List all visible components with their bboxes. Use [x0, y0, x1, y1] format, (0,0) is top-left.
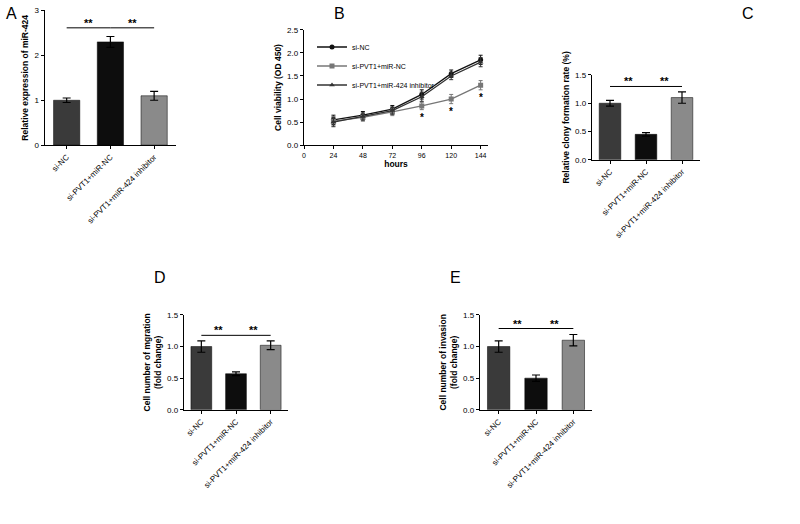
svg-text:si-PVT1+miR-NC: si-PVT1+miR-NC: [352, 63, 406, 70]
svg-text:*: *: [479, 92, 483, 103]
svg-text:D: D: [154, 269, 166, 286]
svg-text:*: *: [420, 112, 424, 123]
svg-text:1: 1: [35, 96, 40, 105]
svg-text:si-PVT1+miR-NC: si-PVT1+miR-NC: [490, 417, 540, 467]
svg-text:Relative expression of miR-424: Relative expression of miR-424: [20, 15, 30, 141]
svg-text:si-PVT1+miR-424 inhibitor: si-PVT1+miR-424 inhibitor: [202, 417, 275, 490]
svg-text:Cell number of invasion(fold c: Cell number of invasion(fold change): [438, 314, 459, 410]
svg-text:si-PVT1+miR-424 inhibitor: si-PVT1+miR-424 inhibitor: [352, 82, 435, 89]
svg-text:1.0: 1.0: [167, 342, 179, 351]
svg-text:24: 24: [330, 152, 338, 159]
svg-text:0.5: 0.5: [575, 127, 587, 136]
svg-text:**: **: [84, 17, 93, 29]
svg-text:120: 120: [445, 152, 457, 159]
svg-text:3: 3: [35, 6, 40, 15]
svg-text:48: 48: [359, 152, 367, 159]
svg-text:si-PVT1+miR-424 inhibitor: si-PVT1+miR-424 inhibitor: [505, 417, 578, 490]
svg-text:0.5: 0.5: [287, 118, 299, 127]
svg-text:si-NC: si-NC: [50, 153, 71, 174]
svg-text:2.5: 2.5: [287, 26, 299, 35]
svg-text:0.5: 0.5: [463, 374, 475, 383]
svg-text:0.0: 0.0: [463, 406, 475, 415]
svg-text:*: *: [449, 106, 453, 117]
svg-text:Cell viability (OD 450): Cell viability (OD 450): [273, 44, 283, 131]
svg-text:si-PVT1+miR-NC: si-PVT1+miR-NC: [190, 417, 240, 467]
svg-text:0.0: 0.0: [575, 156, 587, 165]
svg-text:B: B: [334, 5, 345, 22]
svg-text:si-NC: si-NC: [482, 417, 503, 438]
svg-text:1.5: 1.5: [287, 72, 299, 81]
svg-text:0.0: 0.0: [167, 406, 179, 415]
svg-text:0: 0: [35, 141, 40, 150]
svg-text:**: **: [550, 318, 559, 330]
svg-text:**: **: [128, 17, 137, 29]
svg-text:**: **: [624, 75, 633, 87]
svg-text:1.0: 1.0: [575, 99, 587, 108]
svg-text:E: E: [450, 269, 461, 286]
svg-text:A: A: [6, 5, 17, 22]
svg-text:C: C: [742, 5, 754, 22]
svg-text:96: 96: [418, 152, 426, 159]
svg-text:1.0: 1.0: [287, 95, 299, 104]
svg-text:**: **: [513, 318, 522, 330]
svg-text:si-PVT1+miR-NC: si-PVT1+miR-NC: [600, 167, 650, 217]
svg-text:Relative clony formation rate: Relative clony formation rate (%): [561, 51, 571, 183]
svg-text:0.0: 0.0: [287, 141, 299, 150]
svg-text:1.5: 1.5: [167, 311, 179, 320]
svg-text:2.0: 2.0: [287, 49, 299, 58]
svg-text:si-NC: si-NC: [352, 44, 370, 51]
svg-text:si-NC: si-NC: [185, 417, 206, 438]
svg-text:144: 144: [475, 152, 487, 159]
svg-text:si-PVT1+miR-424 inhibitor: si-PVT1+miR-424 inhibitor: [86, 153, 159, 226]
svg-text:**: **: [660, 75, 669, 87]
svg-text:1.0: 1.0: [463, 342, 475, 351]
svg-text:0.5: 0.5: [167, 374, 179, 383]
svg-text:1.5: 1.5: [463, 311, 475, 320]
svg-text:si-PVT1+miR-424 inhibitor: si-PVT1+miR-424 inhibitor: [614, 167, 687, 240]
svg-text:1.5: 1.5: [575, 71, 587, 80]
svg-text:Cell number of mgration(fold c: Cell number of mgration(fold change): [142, 313, 163, 411]
svg-text:si-NC: si-NC: [594, 167, 615, 188]
svg-text:0: 0: [302, 152, 306, 159]
svg-text:72: 72: [388, 152, 396, 159]
svg-text:hours: hours: [384, 159, 408, 169]
svg-text:**: **: [249, 324, 258, 336]
svg-text:si-PVT1+miR-NC: si-PVT1+miR-NC: [65, 153, 115, 203]
svg-text:2: 2: [35, 51, 40, 60]
svg-text:**: **: [214, 324, 223, 336]
